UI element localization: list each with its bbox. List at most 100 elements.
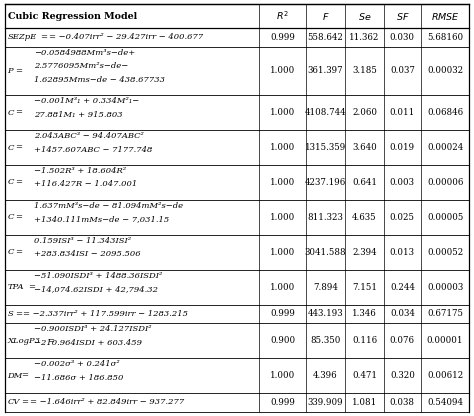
Text: =: = [15,310,22,318]
Text: 0.076: 0.076 [390,336,415,345]
Text: +1457.607ABC − 7177.748: +1457.607ABC − 7177.748 [35,146,153,154]
Text: 4237.196: 4237.196 [305,178,346,187]
Text: C: C [8,144,14,151]
Text: −0.002σ³ + 0.241σ²: −0.002σ³ + 0.241σ² [35,360,120,368]
Text: +1340.111mMs−de − 7,031.15: +1340.111mMs−de − 7,031.15 [35,215,170,223]
Text: −51.090ISDI³ + 1488.36ISDI²: −51.090ISDI³ + 1488.36ISDI² [35,272,163,280]
Text: 0.037: 0.037 [390,67,415,75]
Text: 1.000: 1.000 [270,371,295,380]
Text: =: = [41,33,47,41]
Text: −0.900ISDI³ + 24.127ISDI²: −0.900ISDI³ + 24.127ISDI² [35,325,152,333]
Text: 0.034: 0.034 [390,310,415,318]
Text: 0.038: 0.038 [390,398,415,407]
Text: 1315.359: 1315.359 [305,143,346,152]
Text: $RMSE$: $RMSE$ [431,10,459,22]
Text: 0.00003: 0.00003 [427,282,463,292]
Text: 85.350: 85.350 [310,336,341,345]
Text: 1.000: 1.000 [270,282,295,292]
Text: +283.834ISI − 2095.506: +283.834ISI − 2095.506 [35,250,141,258]
Text: 1.000: 1.000 [270,248,295,257]
Text: 3.640: 3.640 [352,143,377,152]
Text: −1.502R³ + 18.604R²: −1.502R³ + 18.604R² [35,167,127,175]
Text: −210.964ISDI + 603.459: −210.964ISDI + 603.459 [35,339,143,347]
Text: $SF$: $SF$ [396,10,409,22]
Text: =: = [15,67,22,75]
Text: 0.00005: 0.00005 [427,213,463,222]
Text: =: = [21,399,28,406]
Text: C: C [8,213,14,221]
Text: −0.0584988Mm³s−de+: −0.0584988Mm³s−de+ [35,49,136,57]
Text: 339.909: 339.909 [308,398,343,407]
Text: 3.185: 3.185 [352,67,377,75]
Text: 11.362: 11.362 [349,33,380,42]
Text: 0.00006: 0.00006 [427,178,463,187]
Text: SEZpE: SEZpE [8,33,37,41]
Text: 1.000: 1.000 [270,108,295,117]
Text: 0.003: 0.003 [390,178,415,187]
Text: 3041.588: 3041.588 [305,248,346,257]
Text: 1.637mM³s−de − 81.094mM²s−de: 1.637mM³s−de − 81.094mM²s−de [35,202,183,210]
Text: S: S [8,310,13,318]
Text: 4.635: 4.635 [352,213,377,222]
Text: $R^2$: $R^2$ [276,10,289,22]
Text: $Se$: $Se$ [358,10,371,22]
Text: 1.62895Mms−de − 438.67733: 1.62895Mms−de − 438.67733 [35,76,165,84]
Text: 0.06846: 0.06846 [427,108,463,117]
Text: 1.346: 1.346 [352,310,377,318]
Text: 0.019: 0.019 [390,143,415,152]
Text: Cubic Regression Model: Cubic Regression Model [9,12,138,20]
Text: 0.013: 0.013 [390,248,415,257]
Text: 0.999: 0.999 [270,310,295,318]
Text: 0.030: 0.030 [390,33,415,42]
Text: 1.000: 1.000 [270,143,295,152]
Text: =: = [15,178,22,186]
Text: C: C [8,178,14,186]
Text: 0.00032: 0.00032 [427,67,463,75]
Text: 2.043ABC³ − 94.407ABC²: 2.043ABC³ − 94.407ABC² [35,132,145,140]
Text: 0.00001: 0.00001 [427,336,464,345]
Text: DM: DM [8,371,23,380]
Text: 4108.744: 4108.744 [305,108,346,117]
Text: 0.00024: 0.00024 [427,143,463,152]
Text: =: = [15,144,22,151]
Text: 0.116: 0.116 [352,336,377,345]
Text: 7.894: 7.894 [313,282,338,292]
Text: P: P [8,67,13,75]
Text: 0.999: 0.999 [270,33,295,42]
Text: 0.471: 0.471 [352,371,377,380]
Text: =: = [15,213,22,221]
Text: C: C [8,109,14,116]
Text: 27.881M₁ + 915.803: 27.881M₁ + 915.803 [35,111,123,119]
Text: = −1.646irr² + 82.849irr − 937.277: = −1.646irr² + 82.849irr − 937.277 [30,399,184,406]
Text: 0.54094: 0.54094 [427,398,463,407]
Text: 0.00612: 0.00612 [427,371,463,380]
Text: 0.641: 0.641 [352,178,377,187]
Text: = −2.337irr² + 117.599irr − 1283.215: = −2.337irr² + 117.599irr − 1283.215 [23,310,188,318]
Text: CV: CV [8,399,20,406]
Text: 0.00052: 0.00052 [427,248,463,257]
Text: +116.427R − 1.047.001: +116.427R − 1.047.001 [35,181,138,188]
Text: =: = [15,248,22,256]
Text: 361.397: 361.397 [308,67,343,75]
Text: 4.396: 4.396 [313,371,338,380]
Text: 811.323: 811.323 [308,213,344,222]
Text: 7.151: 7.151 [352,282,377,292]
Text: 0.025: 0.025 [390,213,415,222]
Text: −0.001M³₁ + 0.334M²₁−: −0.001M³₁ + 0.334M²₁− [35,97,140,105]
Text: 0.999: 0.999 [270,398,295,407]
Text: =: = [21,371,28,380]
Text: 0.320: 0.320 [390,371,415,380]
Text: 1.000: 1.000 [270,67,295,75]
Text: 0.244: 0.244 [390,282,415,292]
Text: = −0.407irr² − 29.427irr − 400.677: = −0.407irr² − 29.427irr − 400.677 [49,33,203,41]
Text: $F$: $F$ [322,10,329,22]
Text: 1.081: 1.081 [352,398,377,407]
Text: 0.900: 0.900 [270,336,295,345]
Text: =: = [15,109,22,116]
Text: 2.5776095Mm²s−de−: 2.5776095Mm²s−de− [35,62,129,70]
Text: 2.060: 2.060 [352,108,377,117]
Text: −11.686σ + 186.850: −11.686σ + 186.850 [35,374,124,381]
Text: 443.193: 443.193 [308,310,343,318]
Text: =: = [27,283,35,291]
Text: 2.394: 2.394 [352,248,377,257]
